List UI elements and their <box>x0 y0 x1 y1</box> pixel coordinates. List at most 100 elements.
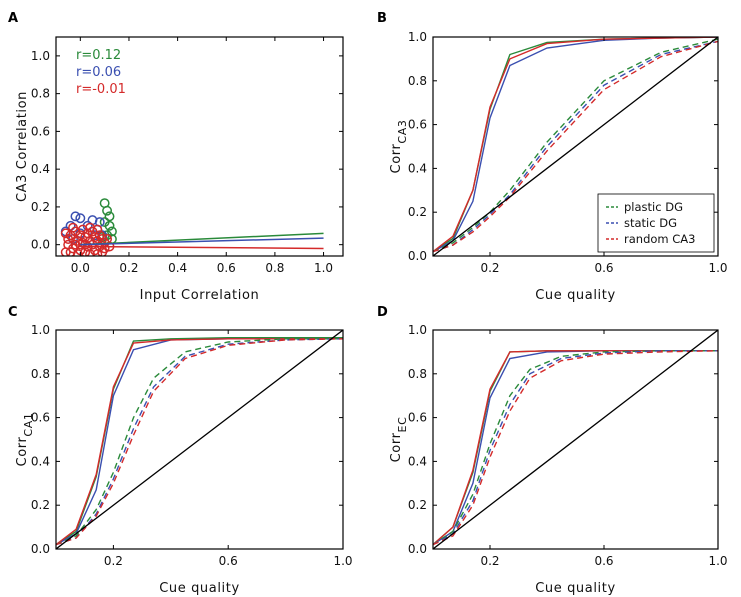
random-point <box>60 228 71 239</box>
random-fit-line <box>80 245 324 250</box>
y-tick-label: 0.2 <box>408 205 427 219</box>
random-point <box>80 247 91 256</box>
x-axis-label: Cue quality <box>535 581 616 596</box>
y-tick-label: 0.4 <box>31 454 50 468</box>
legend-box <box>597 193 715 253</box>
correlation-annotation-random: r=-0.01 <box>76 82 126 97</box>
static-point <box>65 220 76 231</box>
plastic-point <box>104 211 115 222</box>
y-axis-label: CorrEC <box>389 417 409 463</box>
random-point <box>68 222 78 233</box>
static-dashed-line <box>433 350 718 546</box>
plastic-point <box>102 205 113 216</box>
x-tick-label: 1.0 <box>333 554 352 568</box>
plot-area <box>433 330 718 549</box>
legend-label-static: static DG <box>624 216 677 230</box>
y-tick-label: 0.8 <box>31 367 50 381</box>
plastic-dashed-line <box>433 38 718 253</box>
y-tick-label: 1.0 <box>31 323 50 337</box>
random-solid-line <box>56 338 343 546</box>
plastic-solid-line <box>56 337 343 546</box>
x-tick-label: 0.0 <box>71 261 90 275</box>
random-solid-line <box>433 350 718 546</box>
plot-area <box>56 330 343 549</box>
diagonal-solid-line <box>433 37 718 256</box>
y-tick-label: 0.2 <box>31 200 50 214</box>
random-dashed-line <box>56 338 343 546</box>
random-point <box>63 234 74 244</box>
y-tick-label: 0.6 <box>31 124 50 138</box>
x-tick-label: 0.2 <box>480 554 499 568</box>
y-axis-label-subscript: EC <box>396 417 409 433</box>
x-tick-label: 0.2 <box>480 261 499 275</box>
x-tick-label: 0.8 <box>265 261 284 275</box>
y-axis-label-subscript: CA3 <box>396 120 409 144</box>
static-dashed-line <box>56 338 343 546</box>
random-dashed-line <box>433 350 718 546</box>
static-point <box>75 213 86 224</box>
y-axis-label-main: Corr <box>15 437 30 467</box>
panel-b: B 0.2 0.6 1.0 0.0 0.2 0.4 0.6 0.8 1.0 Cue quality C… <box>377 11 728 303</box>
x-tick-label: 0.6 <box>594 261 613 275</box>
y-axis-label-main: Corr <box>389 432 404 462</box>
x-tick-label: 0.4 <box>168 261 187 275</box>
axes-frame <box>55 329 344 550</box>
y-tick-label: 0.2 <box>31 498 50 512</box>
panel-letter: A <box>8 11 18 26</box>
y-tick-label: 0.8 <box>31 87 50 101</box>
x-axis-label: Cue quality <box>535 288 616 303</box>
correlation-annotation-static: r=0.06 <box>76 65 121 80</box>
y-tick-label: 0.8 <box>408 74 427 88</box>
plastic-point <box>104 220 115 231</box>
plot-area <box>60 198 324 256</box>
x-tick-label: 0.2 <box>119 261 138 275</box>
x-tick-label: 0.6 <box>219 554 238 568</box>
axes-frame <box>55 36 344 257</box>
x-tick-label: 0.6 <box>217 261 236 275</box>
static-solid-line <box>56 338 343 546</box>
x-tick-label: 1.0 <box>708 554 727 568</box>
y-tick-label: 0.0 <box>408 249 427 263</box>
y-axis-label-main: Corr <box>389 144 404 174</box>
panel-a: A 0.0 0.2 0.4 0.6 0.8 1.0 0.0 0.2 0.4 0.6 0.8 1.0 Inp… <box>8 11 344 303</box>
legend-label-random: random CA3 <box>624 232 695 246</box>
y-tick-label: 0.0 <box>408 542 427 556</box>
plastic-dashed-line <box>433 350 718 546</box>
plastic-fit-line <box>80 232 324 246</box>
y-tick-label: 0.0 <box>31 542 50 556</box>
panel-letter: D <box>377 305 388 320</box>
y-axis-label: CA3 Correlation <box>15 91 30 202</box>
x-tick-label: 0.2 <box>104 554 123 568</box>
y-tick-label: 0.6 <box>31 411 50 425</box>
y-tick-label: 0.4 <box>408 454 427 468</box>
y-tick-label: 0.2 <box>408 498 427 512</box>
plot-area <box>433 37 718 256</box>
x-axis-label: Cue quality <box>159 581 240 596</box>
panel-letter: C <box>8 305 18 320</box>
static-point <box>70 211 81 222</box>
random-point <box>65 247 76 256</box>
legend-label-plastic: plastic DG <box>624 200 683 214</box>
plastic-dashed-line <box>56 338 343 546</box>
y-tick-label: 0.0 <box>31 238 50 252</box>
panel-c: C 0.2 0.6 1.0 0.0 0.2 0.4 0.6 0.8 1.0 Cue quality C… <box>8 305 353 596</box>
diagonal-solid-line <box>56 330 343 549</box>
static-fit-line <box>80 237 324 246</box>
correlation-annotation-plastic: r=0.12 <box>76 48 121 63</box>
y-tick-label: 1.0 <box>31 49 50 63</box>
random-point <box>70 239 81 250</box>
x-tick-label: 1.0 <box>314 261 333 275</box>
y-tick-label: 0.6 <box>408 411 427 425</box>
axes-frame <box>432 329 719 550</box>
x-tick-label: 0.6 <box>594 554 613 568</box>
y-tick-label: 0.4 <box>408 161 427 175</box>
diagonal-solid-line <box>433 330 718 549</box>
random-solid-line <box>433 37 718 253</box>
y-tick-label: 1.0 <box>408 323 427 337</box>
axes-frame <box>432 36 719 257</box>
random-point <box>92 224 103 235</box>
y-tick-label: 0.4 <box>31 162 50 176</box>
panel-letter: B <box>377 11 387 26</box>
panel-d: D 0.2 0.6 1.0 0.0 0.2 0.4 0.6 0.8 1.0 Cue quality C… <box>377 305 728 596</box>
x-axis-label: Input Correlation <box>140 288 260 303</box>
